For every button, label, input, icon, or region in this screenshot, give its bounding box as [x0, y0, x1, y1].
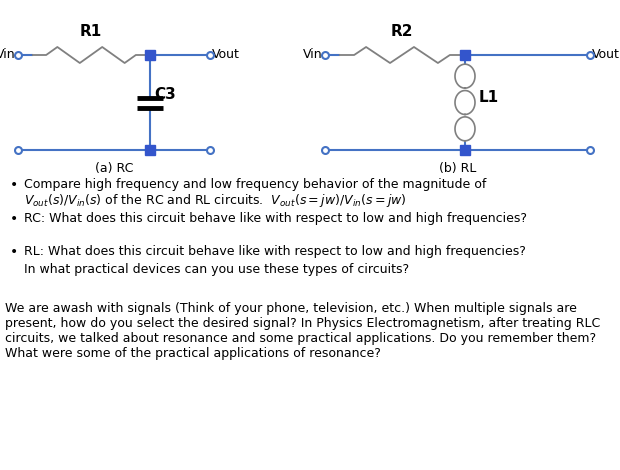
Text: Vin: Vin [0, 48, 16, 62]
Text: Vin: Vin [303, 48, 323, 62]
Text: (b) RL: (b) RL [439, 162, 476, 175]
Text: present, how do you select the desired signal? In Physics Electromagnetism, afte: present, how do you select the desired s… [5, 317, 600, 330]
Text: What were some of the practical applications of resonance?: What were some of the practical applicat… [5, 347, 381, 360]
Text: R2: R2 [391, 24, 414, 39]
Text: RL: What does this circuit behave like with respect to low and high frequencies?: RL: What does this circuit behave like w… [24, 245, 526, 258]
Text: Vout: Vout [212, 48, 240, 62]
Text: C3: C3 [154, 87, 175, 102]
Text: We are awash with signals (Think of your phone, television, etc.) When multiple : We are awash with signals (Think of your… [5, 302, 577, 315]
Text: •: • [10, 212, 18, 226]
Text: RC: What does this circuit behave like with respect to low and high frequencies?: RC: What does this circuit behave like w… [24, 212, 527, 225]
Text: Compare high frequency and low frequency behavior of the magnitude of: Compare high frequency and low frequency… [24, 178, 486, 191]
Text: $V_{out}(s)/V_{in}(s)$ of the RC and RL circuits.  $V_{out}(s = jw)/V_{in}(s = j: $V_{out}(s)/V_{in}(s)$ of the RC and RL … [24, 192, 407, 209]
Text: R1: R1 [80, 24, 102, 39]
Text: (a) RC: (a) RC [95, 162, 133, 175]
Text: In what practical devices can you use these types of circuits?: In what practical devices can you use th… [24, 263, 409, 276]
Text: L1: L1 [479, 90, 499, 105]
Text: •: • [10, 245, 18, 259]
Text: circuits, we talked about resonance and some practical applications. Do you reme: circuits, we talked about resonance and … [5, 332, 596, 345]
Text: Vout: Vout [592, 48, 620, 62]
Text: •: • [10, 178, 18, 192]
